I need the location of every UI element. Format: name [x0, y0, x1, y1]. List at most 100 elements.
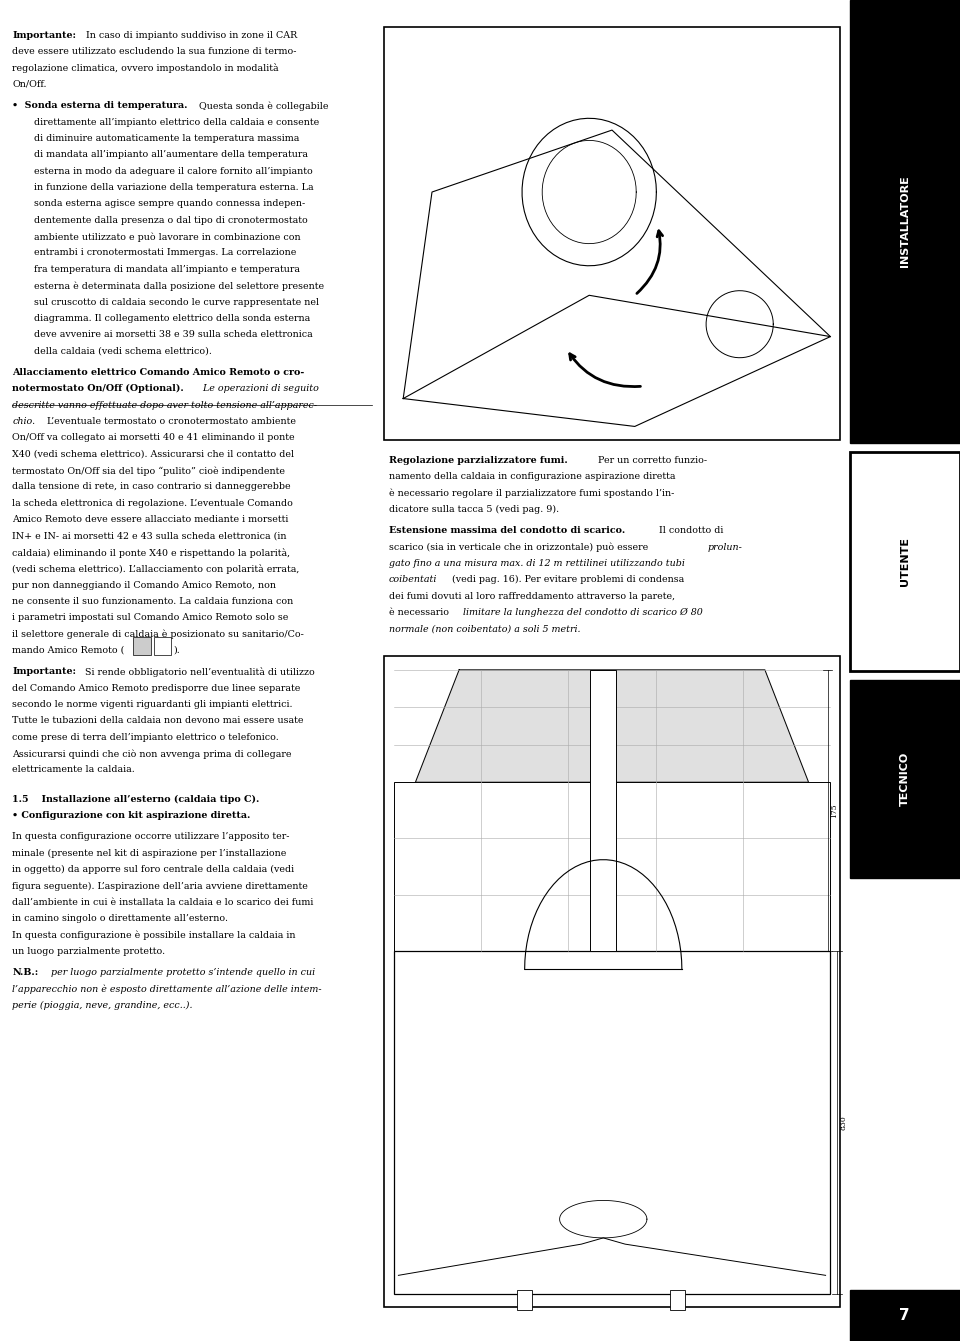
- Text: il selettore generale di caldaia è posizionato su sanitario/Co-: il selettore generale di caldaia è posiz…: [12, 630, 304, 640]
- Text: la scheda elettronica di regolazione. L’eventuale Comando: la scheda elettronica di regolazione. L’…: [12, 499, 294, 508]
- Text: normale (non coibentato) a soli 5 metri.: normale (non coibentato) a soli 5 metri.: [389, 625, 580, 633]
- Text: • Configurazione con kit aspirazione diretta.: • Configurazione con kit aspirazione dir…: [12, 811, 251, 821]
- Text: caldaia) eliminando il ponte X40 e rispettando la polarità,: caldaia) eliminando il ponte X40 e rispe…: [12, 548, 291, 558]
- Text: ambiente utilizzato e può lavorare in combinazione con: ambiente utilizzato e può lavorare in co…: [34, 232, 300, 241]
- Text: di mandata all’impianto all’aumentare della temperatura: di mandata all’impianto all’aumentare de…: [34, 150, 307, 160]
- Text: secondo le norme vigenti riguardanti gli impianti elettrici.: secondo le norme vigenti riguardanti gli…: [12, 700, 293, 709]
- Polygon shape: [416, 670, 808, 782]
- Bar: [384, 27, 840, 440]
- Text: L’eventuale termostato o cronotermostato ambiente: L’eventuale termostato o cronotermostato…: [44, 417, 296, 426]
- Text: diagramma. Il collegamento elettrico della sonda esterna: diagramma. Il collegamento elettrico del…: [34, 314, 310, 323]
- Text: Amico Remoto deve essere allacciato mediante i morsetti: Amico Remoto deve essere allacciato medi…: [12, 515, 289, 524]
- Text: On/Off.: On/Off.: [12, 80, 47, 89]
- Text: namento della caldaia in configurazione aspirazione diretta: namento della caldaia in configurazione …: [389, 472, 675, 481]
- Bar: [384, 657, 840, 1307]
- Text: dall’ambiente in cui è installata la caldaia e lo scarico dei fumi: dall’ambiente in cui è installata la cal…: [12, 898, 314, 907]
- Text: (vedi pag. 16). Per evitare problemi di condensa: (vedi pag. 16). Per evitare problemi di …: [449, 575, 684, 585]
- Text: deve essere utilizzato escludendo la sua funzione di termo-: deve essere utilizzato escludendo la sua…: [12, 47, 297, 56]
- Text: come prese di terra dell’impianto elettrico o telefonico.: come prese di terra dell’impianto elettr…: [12, 732, 279, 742]
- Text: Il condotto di: Il condotto di: [656, 526, 723, 535]
- Text: di diminuire automaticamente la temperatura massima: di diminuire automaticamente la temperat…: [34, 134, 299, 143]
- Text: In caso di impianto suddiviso in zone il CAR: In caso di impianto suddiviso in zone il…: [83, 31, 297, 40]
- Text: fra temperatura di mandata all’impianto e temperatura: fra temperatura di mandata all’impianto …: [34, 264, 300, 274]
- Text: prolun-: prolun-: [708, 543, 742, 551]
- Text: In questa configurazione occorre utilizzare l’apposito ter-: In questa configurazione occorre utilizz…: [12, 833, 290, 842]
- Text: Allacciamento elettrico Comando Amico Remoto o cro-: Allacciamento elettrico Comando Amico Re…: [12, 367, 304, 377]
- Text: minale (presente nel kit di aspirazione per l’installazione: minale (presente nel kit di aspirazione …: [12, 849, 287, 858]
- Text: in funzione della variazione della temperatura esterna. La: in funzione della variazione della tempe…: [34, 182, 313, 192]
- Text: entrambi i cronotermostati Immergas. La correlazione: entrambi i cronotermostati Immergas. La …: [34, 248, 296, 257]
- Text: Si rende obbligatorio nell’eventualità di utilizzo: Si rende obbligatorio nell’eventualità d…: [82, 668, 314, 677]
- Text: i parametri impostati sul Comando Amico Remoto solo se: i parametri impostati sul Comando Amico …: [12, 613, 289, 622]
- Text: scarico (sia in verticale che in orizzontale) può essere: scarico (sia in verticale che in orizzon…: [389, 543, 651, 552]
- Text: deve avvenire ai morsetti 38 e 39 sulla scheda elettronica: deve avvenire ai morsetti 38 e 39 sulla …: [34, 330, 312, 339]
- Text: dicatore sulla tacca 5 (vedi pag. 9).: dicatore sulla tacca 5 (vedi pag. 9).: [389, 506, 559, 514]
- Text: del Comando Amico Remoto predisporre due linee separate: del Comando Amico Remoto predisporre due…: [12, 684, 300, 692]
- Text: UTENTE: UTENTE: [900, 538, 910, 586]
- Text: 175: 175: [830, 803, 838, 818]
- Text: sonda esterna agisce sempre quando connessa indepen-: sonda esterna agisce sempre quando conne…: [34, 200, 305, 208]
- Text: gato fino a una misura max. di 12 m rettilinei utilizzando tubi: gato fino a una misura max. di 12 m rett…: [389, 559, 684, 569]
- Text: N.B.:: N.B.:: [12, 968, 38, 978]
- Text: Assicurarsi quindi che ciò non avvenga prima di collegare: Assicurarsi quindi che ciò non avvenga p…: [12, 750, 292, 759]
- Text: On/Off va collegato ai morsetti 40 e 41 eliminando il ponte: On/Off va collegato ai morsetti 40 e 41 …: [12, 433, 295, 443]
- Text: dalla tensione di rete, in caso contrario si danneggerebbe: dalla tensione di rete, in caso contrari…: [12, 483, 291, 491]
- Text: ).: ).: [174, 646, 180, 654]
- Text: Tutte le tubazioni della caldaia non devono mai essere usate: Tutte le tubazioni della caldaia non dev…: [12, 716, 304, 725]
- Text: direttamente all’impianto elettrico della caldaia e consente: direttamente all’impianto elettrico dell…: [34, 118, 319, 126]
- Text: 830: 830: [840, 1114, 848, 1129]
- Bar: [394, 782, 830, 951]
- Bar: [670, 1290, 685, 1310]
- Text: figura seguente). L’aspirazione dell’aria avviene direttamente: figura seguente). L’aspirazione dell’ari…: [12, 881, 308, 890]
- Text: dei fumi dovuti al loro raffreddamento attraverso la parete,: dei fumi dovuti al loro raffreddamento a…: [389, 591, 675, 601]
- Text: è necessario: è necessario: [389, 607, 452, 617]
- Text: •  Sonda esterna di temperatura.: • Sonda esterna di temperatura.: [12, 101, 188, 110]
- Text: 1.5    Installazione all’esterno (caldaia tipo C).: 1.5 Installazione all’esterno (caldaia t…: [12, 795, 260, 805]
- Text: 7: 7: [900, 1307, 910, 1324]
- Text: per luogo parzialmente protetto s’intende quello in cui: per luogo parzialmente protetto s’intend…: [48, 968, 315, 978]
- Text: Per un corretto funzio-: Per un corretto funzio-: [595, 456, 708, 465]
- Text: mando Amico Remoto (: mando Amico Remoto (: [12, 646, 125, 654]
- Bar: [850, 0, 960, 443]
- Text: in camino singolo o direttamente all’esterno.: in camino singolo o direttamente all’est…: [12, 915, 228, 924]
- Text: esterna è determinata dalla posizione del selettore presente: esterna è determinata dalla posizione de…: [34, 282, 324, 291]
- Text: è necessario regolare il parzializzatore fumi spostando l’in-: è necessario regolare il parzializzatore…: [389, 488, 674, 498]
- Text: esterna in modo da adeguare il calore fornito all’impianto: esterna in modo da adeguare il calore fo…: [34, 166, 312, 176]
- Text: coibentati: coibentati: [389, 575, 437, 585]
- Text: Importante:: Importante:: [12, 31, 77, 40]
- Text: TECNICO: TECNICO: [900, 752, 910, 806]
- Text: un luogo parzialmente protetto.: un luogo parzialmente protetto.: [12, 947, 166, 956]
- Text: Regolazione parzializzatore fumi.: Regolazione parzializzatore fumi.: [389, 456, 567, 465]
- Bar: [850, 680, 960, 878]
- Text: X40 (vedi schema elettrico). Assicurarsi che il contatto del: X40 (vedi schema elettrico). Assicurarsi…: [12, 449, 295, 459]
- Text: limitare la lunghezza del condotto di scarico Ø 80: limitare la lunghezza del condotto di sc…: [463, 607, 703, 617]
- Text: Estensione massima del condotto di scarico.: Estensione massima del condotto di scari…: [389, 526, 625, 535]
- Text: descritte vanno effettuate dopo aver tolto tensione all’apparec-: descritte vanno effettuate dopo aver tol…: [12, 401, 318, 409]
- Text: regolazione climatica, ovvero impostandolo in modalità: regolazione climatica, ovvero impostando…: [12, 63, 279, 74]
- Text: elettricamente la caldaia.: elettricamente la caldaia.: [12, 766, 135, 774]
- Bar: [394, 951, 830, 1294]
- Bar: [154, 637, 171, 656]
- Text: Questa sonda è collegabile: Questa sonda è collegabile: [196, 101, 328, 111]
- Bar: [133, 637, 151, 656]
- Text: dentemente dalla presenza o dal tipo di cronotermostato: dentemente dalla presenza o dal tipo di …: [34, 216, 307, 225]
- Bar: [590, 670, 616, 951]
- Text: l’apparecchio non è esposto direttamente all’azione delle intem-: l’apparecchio non è esposto direttamente…: [12, 984, 323, 994]
- Text: in oggetto) da apporre sul foro centrale della caldaia (vedi: in oggetto) da apporre sul foro centrale…: [12, 865, 295, 874]
- Text: chio.: chio.: [12, 417, 36, 426]
- Text: (vedi schema elettrico). L’allacciamento con polarità errata,: (vedi schema elettrico). L’allacciamento…: [12, 565, 300, 574]
- Text: ne consente il suo funzionamento. La caldaia funziona con: ne consente il suo funzionamento. La cal…: [12, 597, 294, 606]
- Text: sul cruscotto di caldaia secondo le curve rappresentate nel: sul cruscotto di caldaia secondo le curv…: [34, 298, 319, 307]
- Text: termostato On/Off sia del tipo “pulito” cioè indipendente: termostato On/Off sia del tipo “pulito” …: [12, 467, 285, 476]
- Text: IN+ e IN- ai morsetti 42 e 43 sulla scheda elettronica (in: IN+ e IN- ai morsetti 42 e 43 sulla sche…: [12, 531, 287, 540]
- Text: perie (pioggia, neve, grandine, ecc..).: perie (pioggia, neve, grandine, ecc..).: [12, 1000, 193, 1010]
- Text: della caldaia (vedi schema elettrico).: della caldaia (vedi schema elettrico).: [34, 346, 211, 355]
- Text: Importante:: Importante:: [12, 668, 77, 676]
- Bar: [516, 1290, 532, 1310]
- Bar: [850, 1290, 960, 1341]
- Text: notermostato On/Off (Optional).: notermostato On/Off (Optional).: [12, 385, 184, 393]
- Text: INSTALLATORE: INSTALLATORE: [900, 176, 910, 267]
- Text: pur non danneggiando il Comando Amico Remoto, non: pur non danneggiando il Comando Amico Re…: [12, 581, 276, 590]
- Bar: [850, 452, 960, 670]
- Text: Le operazioni di seguito: Le operazioni di seguito: [200, 385, 319, 393]
